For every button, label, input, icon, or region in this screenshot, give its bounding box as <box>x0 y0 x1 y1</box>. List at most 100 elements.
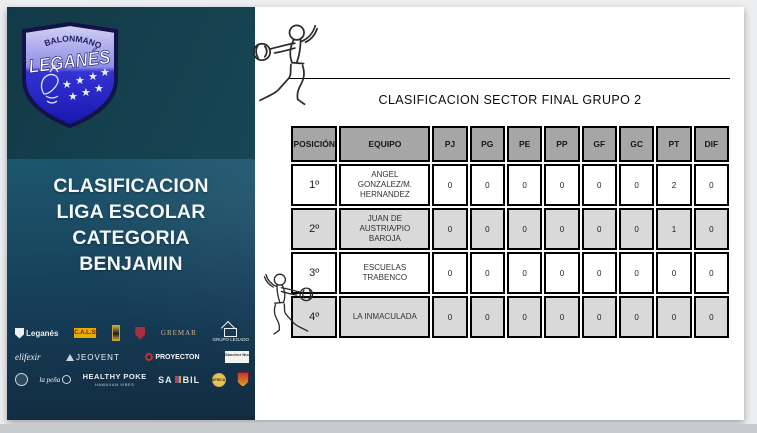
svg-text:★: ★ <box>100 67 110 79</box>
row3-pe: 0 <box>506 252 543 294</box>
sponsor-healthy-poke: HEALTHY POKE HAWAIIAN VIBES <box>82 372 147 387</box>
row2-pe: 0 <box>506 208 543 250</box>
sponsor-sanchez: Sánchez Nicasio <box>224 351 255 363</box>
sanchez-box-icon: Sánchez Nicasio <box>224 351 255 363</box>
col-pt: PT <box>656 126 692 162</box>
row3-pp: 0 <box>544 252 580 294</box>
row4-gc: 0 <box>618 296 655 338</box>
row3-team: ESCUELAS TRABENCO <box>339 252 431 294</box>
row4-pj: 0 <box>432 296 468 338</box>
logo-stars: ★ ★ ★ ★ ★ ★ ★ <box>62 67 110 103</box>
row3-pt: 0 <box>656 252 692 294</box>
sponsor-la-pena: la peña <box>39 375 72 384</box>
svg-text:★: ★ <box>75 75 85 87</box>
svg-text:★: ★ <box>62 79 72 91</box>
round-emblem-icon <box>15 373 28 386</box>
table-row: 4º LA INMACULADA 0 0 0 0 0 0 0 0 <box>291 296 729 338</box>
sponsor-row-3: la peña HEALTHY POKE HAWAIIAN VIBES SA B… <box>15 372 249 387</box>
table-row: 1º ANGEL GONZALEZ/M. HERNANDEZ 0 0 0 0 0… <box>291 164 729 206</box>
city-crest-icon <box>15 327 24 339</box>
col-posicion: POSICIÓN <box>291 126 338 162</box>
tall-crest-icon <box>111 325 120 341</box>
row2-pg: 0 <box>469 208 505 250</box>
sponsor-africa: AFRICA <box>211 372 226 387</box>
sponsor-logos: Leganés C.A.L.SL GREMAR GRUPO LEGADO <box>15 324 255 396</box>
row2-dif: 0 <box>693 208 729 250</box>
col-pp: PP <box>544 126 580 162</box>
slide-title-line-4: BENJAMIN <box>79 253 183 275</box>
club-logo: BALONMANO LEGANÉS ★ ★ ★ ★ ★ ★ ★ <box>22 22 118 128</box>
col-gf: GF <box>581 126 617 162</box>
slide-title-line-3: CATEGORIA <box>72 227 190 249</box>
col-pe: PE <box>506 126 543 162</box>
row1-gc: 0 <box>618 164 655 206</box>
table-title: CLASIFICACION SECTOR FINAL GRUPO 2 <box>378 93 642 107</box>
row4-pp: 0 <box>544 296 580 338</box>
cal-logo-icon: C.A.L.SL <box>74 328 100 338</box>
handball-player-sketch-bottom <box>263 273 314 335</box>
row4-gf: 0 <box>581 296 617 338</box>
col-pj: PJ <box>432 126 468 162</box>
table-header-row: POSICIÓN EQUIPO PJ PG PE PP GF GC PT DIF <box>291 126 729 162</box>
slide-canvas: BALONMANO LEGANÉS ★ ★ ★ ★ ★ ★ ★ CLASIFICACION… <box>7 7 744 420</box>
sponsor-gremar: GREMAR <box>160 329 197 337</box>
row2-gf: 0 <box>581 208 617 250</box>
row1-pos: 1º <box>291 164 338 206</box>
slide-title-line-2: LIGA ESCOLAR <box>56 201 206 223</box>
circle-emblem-icon <box>62 375 72 384</box>
row1-pp: 0 <box>544 164 580 206</box>
house-icon <box>224 324 238 337</box>
row2-pj: 0 <box>432 208 468 250</box>
row4-dif: 0 <box>693 296 729 338</box>
sponsor-emblem <box>15 373 28 386</box>
row4-pe: 0 <box>506 296 543 338</box>
svg-text:★: ★ <box>68 91 78 103</box>
gear-icon <box>145 353 154 361</box>
row3-dif: 0 <box>693 252 729 294</box>
row4-pt: 0 <box>656 296 692 338</box>
svg-text:★: ★ <box>81 87 91 99</box>
row3-pg: 0 <box>469 252 505 294</box>
row2-gc: 0 <box>618 208 655 250</box>
red-crest-icon <box>236 372 249 387</box>
sponsor-tall-crest <box>111 325 120 341</box>
logo-crest-doodle <box>40 64 59 104</box>
row1-pj: 0 <box>432 164 468 206</box>
col-gc: GC <box>618 126 655 162</box>
gold-badge-icon: AFRICA <box>211 372 226 387</box>
row2-pos: 2º <box>291 208 338 250</box>
slide-title: CLASIFICACION LIGA ESCOLAR CATEGORIA BEN… <box>15 173 247 277</box>
row3-pos: 3º <box>291 252 338 294</box>
row4-team: LA INMACULADA <box>339 296 431 338</box>
row2-pt: 1 <box>656 208 692 250</box>
svg-text:★: ★ <box>94 83 104 95</box>
sponsor-elifexir: elifexir <box>15 352 41 362</box>
row2-pp: 0 <box>544 208 580 250</box>
row3-pj: 0 <box>432 252 468 294</box>
table-row: 3º ESCUELAS TRABENCO 0 0 0 0 0 0 0 0 <box>291 252 729 294</box>
row1-pg: 0 <box>469 164 505 206</box>
col-dif: DIF <box>693 126 729 162</box>
svg-text:★: ★ <box>88 71 98 83</box>
sponsor-cal: C.A.L.SL <box>74 328 100 338</box>
row1-pt: 2 <box>656 164 692 206</box>
row3-gc: 0 <box>618 252 655 294</box>
sponsor-row-2: elifexir JEOVENT PROYECTON Sánchez Nicas… <box>15 351 255 363</box>
header-divider-line <box>288 78 730 79</box>
sidebar-panel: BALONMANO LEGANÉS ★ ★ ★ ★ ★ ★ ★ CLASIFICACION… <box>7 7 255 420</box>
sponsor-red-crest <box>236 372 249 387</box>
sambil-mark-icon <box>174 376 181 383</box>
sponsor-grupo-legado: GRUPO LEGADO <box>212 324 249 342</box>
classification-table: POSICIÓN EQUIPO PJ PG PE PP GF GC PT DIF <box>289 124 731 340</box>
slide-title-line-1: CLASIFICACION <box>53 175 209 197</box>
handball-player-sketch-top <box>252 24 318 106</box>
row1-gf: 0 <box>581 164 617 206</box>
table-row: 2º JUAN DE AUSTRIA/PIO BAROJA 0 0 0 0 0 … <box>291 208 729 250</box>
sponsor-row-1: Leganés C.A.L.SL GREMAR GRUPO LEGADO <box>15 324 249 342</box>
row1-team: ANGEL GONZALEZ/M. HERNANDEZ <box>339 164 431 206</box>
triangle-icon <box>65 353 74 361</box>
sponsor-leganes: Leganés <box>15 327 58 339</box>
sponsor-proyecton: PROYECTON <box>145 353 200 361</box>
row4-pos: 4º <box>291 296 338 338</box>
